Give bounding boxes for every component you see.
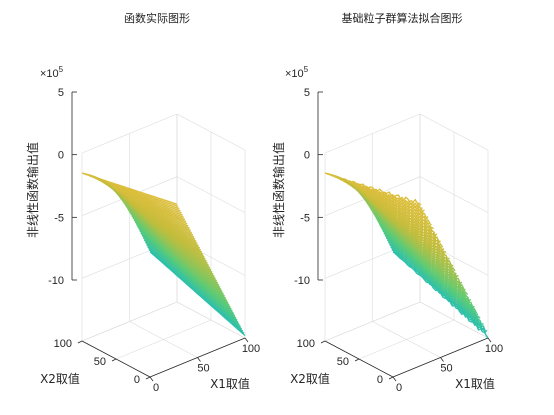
left-x-tick-label: 0 bbox=[153, 382, 159, 394]
left-z-exponent-base: ×10 bbox=[40, 68, 59, 80]
right-x-tick-label: 0 bbox=[396, 382, 402, 394]
left-z-exponent: ×105 bbox=[40, 65, 64, 80]
left-chart-title: 函数实际图形 bbox=[124, 11, 190, 25]
right-x-axis-label: X1取值 bbox=[455, 376, 495, 391]
left-z-axis-label: 非线性函数输出值 bbox=[25, 142, 40, 238]
right-z-tick-label: 0 bbox=[304, 150, 310, 162]
left-surface-line bbox=[143, 239, 240, 326]
left-surface-line bbox=[148, 248, 245, 334]
left-surface-line bbox=[147, 246, 244, 332]
right-z-tick-label: -5 bbox=[300, 212, 310, 224]
left-surface-line bbox=[149, 251, 246, 337]
right-z-tick-label: -10 bbox=[294, 275, 310, 287]
right-z-tick-label: 5 bbox=[304, 87, 310, 99]
left-z-tick-label: 5 bbox=[58, 87, 64, 99]
right-z-axis-label: 非线性函数输出值 bbox=[271, 142, 286, 238]
left-axes bbox=[71, 91, 249, 382]
right-surface-mesh bbox=[324, 172, 489, 339]
right-chart-title: 基础粒子群算法拟合图形 bbox=[342, 11, 463, 25]
right-y-tick-label: 100 bbox=[297, 338, 315, 350]
left-x-axis-label: X1取值 bbox=[210, 376, 250, 391]
right-x-tick-label: 100 bbox=[485, 343, 503, 355]
right-surface-line bbox=[390, 246, 487, 333]
left-y-tick-label: 0 bbox=[134, 374, 140, 386]
left-surface-line bbox=[135, 223, 232, 310]
left-y-axis-label: X2取值 bbox=[40, 371, 80, 386]
left-z-exponent-power: 5 bbox=[59, 65, 64, 74]
left-surface-line bbox=[146, 244, 243, 330]
right-y-axis-label: X2取值 bbox=[290, 371, 330, 386]
right-y-tick-label: 50 bbox=[337, 356, 349, 368]
left-z-tick-label: -10 bbox=[48, 275, 64, 287]
left-z-tick-label: -5 bbox=[54, 212, 64, 224]
left-surface-mesh bbox=[81, 172, 246, 337]
left-y-tick-label: 50 bbox=[94, 356, 106, 368]
left-surface-line bbox=[142, 237, 239, 323]
right-axes bbox=[317, 91, 492, 382]
right-surface-line bbox=[392, 251, 489, 339]
left-z-tick-label: 0 bbox=[58, 150, 64, 162]
left-y-tick-label: 100 bbox=[54, 338, 72, 350]
right-z-exponent: ×105 bbox=[285, 65, 309, 80]
right-surface-line bbox=[391, 248, 488, 334]
right-x-tick-label: 50 bbox=[440, 363, 452, 375]
left-surface-line bbox=[145, 241, 241, 328]
left-x-tick-label: 100 bbox=[242, 343, 260, 355]
left-surface-line bbox=[141, 234, 238, 321]
right-z-exponent-power: 5 bbox=[304, 65, 309, 74]
left-surface-line bbox=[137, 225, 233, 312]
right-z-exponent-base: ×10 bbox=[285, 68, 304, 80]
left-surface-line bbox=[140, 232, 237, 319]
left-x-tick-label: 50 bbox=[197, 363, 209, 375]
right-y-tick-label: 0 bbox=[377, 374, 383, 386]
